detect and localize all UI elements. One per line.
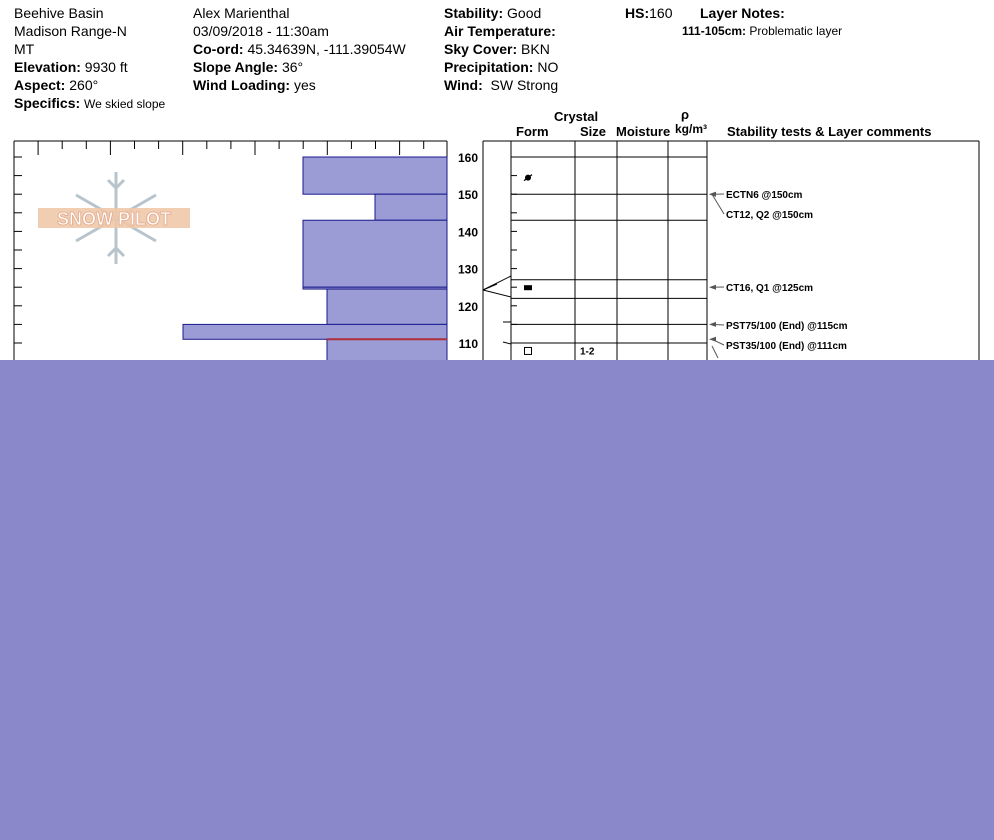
state: MT <box>14 41 35 57</box>
stability-test-extra-pointer <box>711 345 719 359</box>
stability-test-arrowhead <box>709 191 716 197</box>
precipitation-label: Precipitation: <box>444 59 534 75</box>
stability-label: Stability: <box>444 5 504 21</box>
layer-note: 111-105cm: Problematic layer <box>682 22 842 40</box>
layer-connector-4 <box>502 341 512 345</box>
hardness-layer-0 <box>302 156 448 195</box>
elevation-row: Elevation: 9930 ft <box>14 58 128 76</box>
hardness-layer-6 <box>326 338 448 363</box>
stability-test-arrowhead <box>709 284 716 290</box>
depth-tick-label: 120 <box>458 300 478 314</box>
layer-connector-1 <box>482 289 512 298</box>
coord-value: 45.34639N, -111.39054W <box>247 41 406 57</box>
wind-loading-value: yes <box>293 77 316 93</box>
stability-tests-heading: Stability tests & Layer comments <box>727 124 932 139</box>
location-name: Beehive Basin <box>14 5 104 21</box>
slope-angle-label: Slope Angle: <box>193 59 279 75</box>
precipitation-particle-icon-stroke <box>523 174 533 182</box>
density-unit-heading: kg/m³ <box>675 122 708 136</box>
elevation-value: 9930 ft <box>84 59 128 75</box>
aspect-row: Aspect: 260° <box>14 76 98 94</box>
slope-angle-row: Slope Angle: 36° <box>193 58 303 76</box>
hardness-layer-2 <box>302 219 448 288</box>
observer-name: Alex Marienthal <box>193 5 290 21</box>
observation-datetime: 03/09/2018 - 11:30am <box>193 23 329 39</box>
mountain-range: Madison Range-N <box>14 23 127 39</box>
size-heading: Size <box>580 124 607 139</box>
faceted-crystal-icon <box>524 346 532 355</box>
sky-cover-row: Sky Cover: BKN <box>444 40 550 58</box>
rho-heading: ρ <box>681 107 690 122</box>
sky-cover-label: Sky Cover: <box>444 41 518 57</box>
stability-test-arrowhead <box>709 336 716 342</box>
crystal-size-label: 1-2 <box>580 346 595 357</box>
wind-value: SW Strong <box>490 77 559 93</box>
layer-note-depth: 111-105cm: <box>682 24 747 38</box>
layer-notes-heading: Layer Notes: <box>700 5 785 21</box>
precipitation-value: NO <box>537 59 559 75</box>
stability-test-label: ECTN6 @150cm <box>726 190 803 201</box>
coord-row: Co-ord: 45.34639N, -111.39054W <box>193 40 406 58</box>
layer-connector-2 <box>482 283 498 291</box>
wind-loading-label: Wind Loading: <box>193 77 291 93</box>
cover-panel <box>0 360 994 840</box>
air-temp-row: Air Temperature: <box>444 22 556 40</box>
stability-test-arrowhead <box>709 321 716 327</box>
stability-test-label: CT16, Q1 @125cm <box>726 283 813 294</box>
moisture-heading: Moisture <box>616 124 671 139</box>
wind-row: Wind: SW Strong <box>444 76 558 94</box>
depth-tick-label: 110 <box>459 337 479 351</box>
aspect-value: 260° <box>69 77 99 93</box>
wind-label: Wind: <box>444 77 483 93</box>
crystal-heading: Crystal <box>554 109 599 124</box>
stability-test-pointer <box>711 193 725 215</box>
snowpilot-logo: SNOW PILOT <box>38 172 190 264</box>
depth-tick-label: 150 <box>458 188 478 202</box>
depth-tick-label: 130 <box>458 263 478 277</box>
wind-loading-row: Wind Loading: yes <box>193 76 316 94</box>
hs-value: 160 <box>649 5 673 21</box>
coord-label: Co-ord: <box>193 41 244 57</box>
layer-note-text: Problematic layer <box>749 24 843 38</box>
specifics-row: Specifics: We skied slope <box>14 94 165 113</box>
elevation-label: Elevation: <box>14 59 81 75</box>
stability-test-label: PST75/100 (End) @115cm <box>726 321 848 332</box>
hs-row: HS:160 <box>625 4 672 22</box>
stability-test-label: CT12, Q2 @150cm <box>726 210 813 221</box>
depth-tick-label: 160 <box>458 151 478 165</box>
hs-label: HS: <box>625 5 650 21</box>
stability-row: Stability: Good <box>444 4 541 22</box>
aspect-label: Aspect: <box>14 77 66 93</box>
air-temp-label: Air Temperature: <box>444 23 556 39</box>
form-heading: Form <box>516 124 549 139</box>
hardness-layer-4 <box>326 288 448 325</box>
specifics-label: Specifics: <box>14 95 81 111</box>
sky-cover-value: BKN <box>521 41 550 57</box>
hardness-layer-5 <box>182 323 448 340</box>
stability-test-label: PST35/100 (End) @111cm <box>726 341 847 352</box>
logo-text: SNOW PILOT <box>57 209 171 229</box>
stability-value: Good <box>507 5 542 21</box>
precipitation-row: Precipitation: NO <box>444 58 558 76</box>
depth-tick-label: 140 <box>458 225 478 239</box>
rounded-grain-icon <box>524 285 532 291</box>
hardness-layer-1 <box>374 193 448 221</box>
slope-angle-value: 36° <box>281 59 304 75</box>
specifics-value: We skied slope <box>84 97 166 111</box>
